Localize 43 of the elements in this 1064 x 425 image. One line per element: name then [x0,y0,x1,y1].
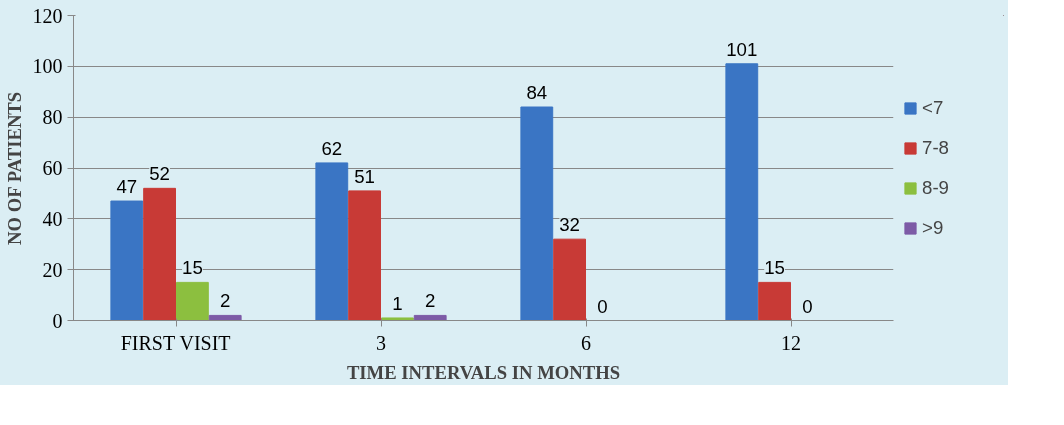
legend-label: >9 [922,216,944,239]
x-tick-label: 3 [376,331,386,354]
x-tick-label: FIRST VISIT [120,331,231,354]
x-axis-title: TIME INTERVALS IN MONTHS [346,361,621,383]
bar [553,238,587,321]
data-label: 32 [559,214,580,236]
bar [110,200,144,321]
bar [208,314,242,321]
data-label: 2 [425,290,436,312]
data-label: 15 [182,257,203,279]
y-tick-label: 80 [42,106,63,129]
data-label: 51 [354,165,375,187]
data-label: 101 [726,38,758,60]
bar [413,314,447,321]
data-label: 2 [220,290,231,312]
y-tick-label: 120 [32,4,63,27]
legend-label: 8-9 [922,176,949,199]
bar [175,281,209,321]
y-tick-label: 60 [42,157,63,179]
y-tick-label: 0 [52,309,63,332]
x-tick-label: 12 [781,331,801,354]
data-label: 52 [149,163,170,185]
bar [520,106,554,321]
y-axis-title: NO OF PATIENTS [3,91,25,245]
legend-label: 7-8 [922,136,949,159]
data-label: 1 [392,292,403,314]
bar [143,187,177,321]
data-label: 0 [802,295,813,317]
bar [348,190,382,321]
y-tick-label: 20 [42,258,63,281]
bar [380,317,414,321]
data-label: 47 [116,176,138,198]
data-label: 0 [597,295,608,317]
legend-label: <7 [922,96,944,119]
bar [725,63,759,321]
x-tick-label: 6 [581,331,591,354]
y-tick-label: 100 [32,55,63,78]
data-label: 62 [321,137,343,159]
y-tick-label: 40 [42,207,63,230]
data-label: 15 [764,257,785,279]
bar [315,162,349,321]
bar [758,281,792,321]
data-label: 84 [526,82,548,103]
